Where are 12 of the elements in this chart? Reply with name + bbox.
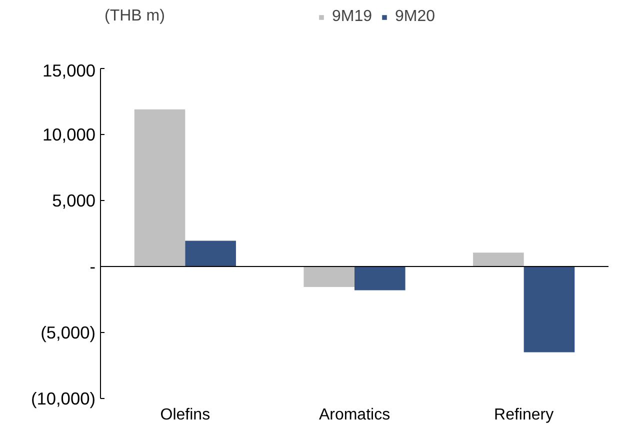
y-tick-label: (5,000) xyxy=(40,322,96,342)
x-tick-label: Aromatics xyxy=(318,406,390,424)
legend-label: 9M19 xyxy=(332,8,372,26)
x-tick-label: Olefins xyxy=(160,406,210,424)
y-tick-label: (10,000) xyxy=(30,388,96,408)
y-tick-label: 5,000 xyxy=(52,190,96,210)
x-tick-label: Refinery xyxy=(494,406,554,424)
y-axis-title: (THB m) xyxy=(104,8,165,24)
y-tick-label: 10,000 xyxy=(42,124,96,144)
y-tick-label: 15,000 xyxy=(42,60,96,80)
legend-label: 9M20 xyxy=(395,8,436,26)
y-tick-label: - xyxy=(90,256,96,276)
